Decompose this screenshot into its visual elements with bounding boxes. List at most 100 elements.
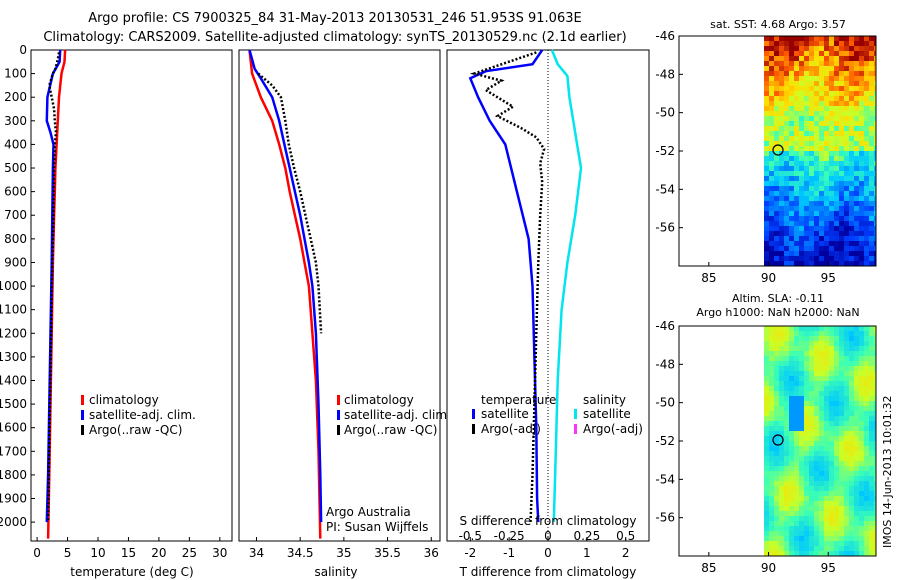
sla-cell [839, 391, 844, 396]
sst-cell [809, 61, 814, 66]
sst-cell [869, 186, 874, 191]
sla-cell [854, 511, 859, 516]
sst-cell [849, 221, 854, 226]
sla-cell [869, 386, 874, 391]
sst-cell [799, 181, 804, 186]
sst-cell [849, 96, 854, 101]
sla-cell [874, 371, 876, 376]
x-tick-label: 0 [544, 546, 552, 560]
series-line-salinity-satellite [550, 49, 583, 523]
sst-cell [769, 121, 774, 126]
sla-cell [824, 541, 829, 546]
sst-cell [804, 156, 809, 161]
sst-cell [829, 141, 834, 146]
sst-cell [789, 161, 794, 166]
sst-cell [779, 176, 784, 181]
sst-cell [849, 261, 854, 266]
sla-cell [819, 496, 824, 501]
sst-cell [829, 81, 834, 86]
sst-cell [874, 56, 876, 61]
sla-cell [824, 351, 829, 356]
sla-cell [789, 436, 794, 441]
sst-cell [824, 81, 829, 86]
top-tick-label: 0 [544, 529, 552, 543]
sla-cell [769, 521, 774, 526]
legend-swatch-climatology [81, 395, 84, 405]
sla-cell [799, 486, 804, 491]
sla-cell [854, 401, 859, 406]
sla-cell [809, 406, 814, 411]
sst-cell [814, 36, 819, 41]
sla-cell [839, 421, 844, 426]
sst-cell [874, 246, 876, 251]
sla-cell [779, 486, 784, 491]
sst-cell [804, 196, 809, 201]
sst-cell [844, 56, 849, 61]
sla-cell [829, 521, 834, 526]
sst-cell [834, 191, 839, 196]
sla-cell [859, 336, 864, 341]
sst-cell [874, 216, 876, 221]
sla-cell [849, 421, 854, 426]
y-tick-label: 0 [19, 43, 27, 57]
sla-cell [774, 471, 779, 476]
map-x-tick-label: 90 [761, 561, 776, 575]
sla-cell [799, 441, 804, 446]
sst-cell [764, 81, 769, 86]
sst-cell [824, 66, 829, 71]
sla-cell [774, 376, 779, 381]
sla-cell [824, 531, 829, 536]
sst-cell [789, 241, 794, 246]
temperature-x-ticks: 0 5 10 15 20 25 30 [33, 537, 227, 560]
sst-cell [769, 176, 774, 181]
sst-cell [844, 196, 849, 201]
sla-cell [864, 541, 869, 546]
sla-cell [864, 391, 869, 396]
annotation-pi-name: PI: Susan Wijffels [326, 520, 428, 534]
sla-cell [824, 366, 829, 371]
sst-cell [764, 191, 769, 196]
sst-cell [834, 186, 839, 191]
sla-cell [844, 341, 849, 346]
sst-cell [784, 141, 789, 146]
sla-cell [819, 546, 824, 551]
sla-cell [799, 551, 804, 556]
sla-cell [764, 466, 769, 471]
sla-cell [769, 331, 774, 336]
sst-cell [864, 201, 869, 206]
sla-cell [809, 416, 814, 421]
sst-cell [779, 61, 784, 66]
sla-cell [764, 416, 769, 421]
sla-cell [809, 491, 814, 496]
sla-cell [874, 526, 876, 531]
sla-cell [854, 366, 859, 371]
sla-cell [774, 381, 779, 386]
sla-cell [789, 441, 794, 446]
sla-cell [839, 506, 844, 511]
sst-cell [789, 101, 794, 106]
sst-cell [869, 221, 874, 226]
sla-cell [819, 406, 824, 411]
sst-cell [869, 181, 874, 186]
sla-cell [829, 391, 834, 396]
sst-cell [829, 211, 834, 216]
sla-cell [834, 516, 839, 521]
sst-cell [824, 41, 829, 46]
sst-cell [814, 121, 819, 126]
sst-cell [854, 136, 859, 141]
sla-cell [794, 366, 799, 371]
sst-cell [774, 231, 779, 236]
sla-cell [779, 326, 784, 331]
sst-cell [814, 76, 819, 81]
sst-cell [854, 91, 859, 96]
sla-cell [864, 461, 869, 466]
sla-cell [839, 436, 844, 441]
sla-cell [799, 336, 804, 341]
sst-cell [834, 231, 839, 236]
series-line-satellite-adj-clim- [45, 49, 62, 523]
sla-cell [774, 511, 779, 516]
sst-cell [864, 156, 869, 161]
sla-cell [849, 401, 854, 406]
sla-cell [789, 366, 794, 371]
